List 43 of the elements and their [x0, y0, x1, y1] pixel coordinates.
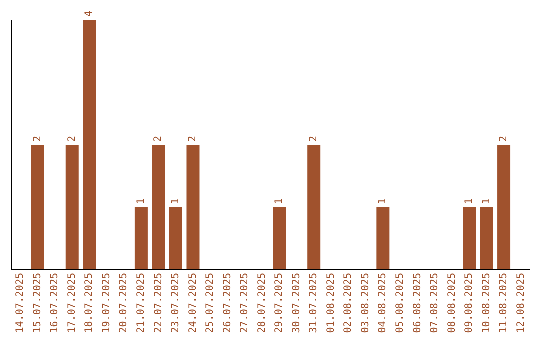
- x-tick-label: 21.07.2025: [136, 273, 147, 334]
- x-tick-label: 18.07.2025: [84, 273, 96, 334]
- x-tick-label: 16.07.2025: [50, 273, 61, 334]
- x-tick-label: 09.08.2025: [464, 273, 476, 334]
- x-tick-label: 25.07.2025: [205, 273, 216, 334]
- x-tick-label: 12.08.2025: [516, 273, 527, 334]
- x-tick-label: 05.08.2025: [395, 273, 406, 334]
- data-label: 1: [481, 198, 492, 204]
- x-tick-label: 17.07.2025: [66, 273, 78, 334]
- x-tick-label: 22.07.2025: [153, 273, 164, 334]
- x-tick-label: 28.07.2025: [256, 273, 268, 334]
- x-tick-label: 27.07.2025: [240, 273, 251, 334]
- data-label: 4: [84, 10, 96, 17]
- data-label: 2: [153, 136, 164, 142]
- x-tick-label: 30.07.2025: [291, 273, 302, 334]
- data-label: 1: [136, 198, 147, 204]
- x-tick-label: 08.08.2025: [446, 273, 458, 334]
- x-tick-label: 24.07.2025: [188, 273, 199, 334]
- x-tick-label: 19.07.2025: [101, 273, 112, 334]
- data-label: 2: [498, 136, 510, 142]
- x-tick-label: 03.08.2025: [360, 273, 372, 334]
- x-tick-label: 07.08.2025: [430, 273, 441, 334]
- data-label: 2: [308, 136, 320, 142]
- data-label: 1: [170, 198, 182, 204]
- x-tick-label: 29.07.2025: [274, 273, 286, 334]
- x-tick-label: 06.08.2025: [412, 273, 424, 334]
- x-tick-label: 11.08.2025: [498, 273, 510, 334]
- x-tick-label: 31.07.2025: [308, 273, 320, 334]
- x-tick-label: 15.07.2025: [32, 273, 44, 334]
- x-tick-label: 04.08.2025: [378, 273, 389, 334]
- x-tick-label: 23.07.2025: [170, 273, 182, 334]
- data-label: 1: [274, 198, 286, 204]
- data-label: 1: [378, 198, 389, 204]
- data-label: 2: [66, 136, 78, 142]
- x-tick-label: 10.08.2025: [481, 273, 492, 334]
- data-label: 2: [188, 136, 199, 142]
- x-tick-label: 26.07.2025: [222, 273, 234, 334]
- data-label: 2: [32, 136, 44, 142]
- x-tick-label: 14.07.2025: [15, 273, 26, 334]
- x-tick-label: 20.07.2025: [118, 273, 130, 334]
- x-tick-label: 01.08.2025: [326, 273, 337, 334]
- x-tick-label: 02.08.2025: [343, 273, 354, 334]
- data-label: 1: [464, 198, 476, 204]
